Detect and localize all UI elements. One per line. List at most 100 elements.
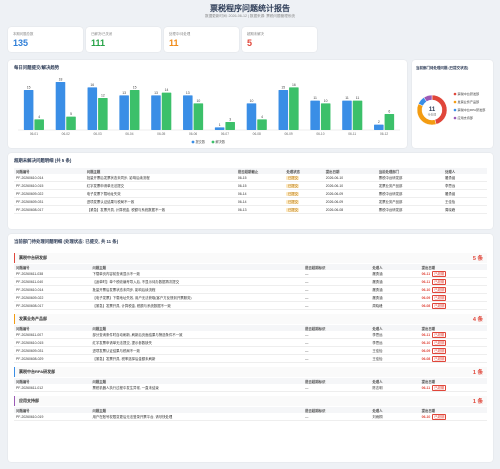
table-cell: PF-20260610-014 [14, 174, 85, 182]
overdue-tag: 已超期 [432, 385, 447, 391]
dept-count: 1 条 [472, 399, 483, 405]
cell-text: 06-14 [237, 191, 247, 196]
table-row: PF-20260611-012 票税机器人执行过程中发生异常, 一直未结束 — 陈志明… [14, 384, 487, 392]
header-row: 问题编号 问题主题 是否超期标识 处理人 提出日期 [14, 407, 487, 413]
table-wrap: 问题编号 问题主题 是否超期标识 处理人 提出日期 PF-20260611-038 下载单页… [14, 264, 487, 310]
table-cell: 【电子发票】下载地址失效, 用户无法获取(客户方反馈到开票服务) [90, 293, 304, 302]
bar [352, 100, 363, 130]
dept-name: 票税中台RPA研发部 [19, 369, 56, 374]
table-cell: — [303, 331, 371, 339]
cell-text: PF-20260611-040 [16, 279, 44, 284]
dept-table: 问题编号 问题主题 是否超期标识 处理人 提出日期 PF-20260611-012 票税机器… [14, 378, 487, 392]
header-row: 问题编号 问题主题 是否超期截止 处理状态 提出日期 当前处理部门 处理人 [14, 168, 487, 174]
table-cell: PF-20260608-029 [14, 354, 91, 363]
kpi-label: 已解决/已关闭 [91, 32, 113, 36]
cell-text: 发票业务产品部 [378, 184, 403, 188]
table-cell: 部分查询条件时自动刷新, 刷新后页面结果与筛选条件不一致 [90, 331, 304, 339]
column-header: 问题编号 [14, 168, 85, 174]
bar [257, 119, 267, 130]
cell-text: PF-20260610-014 [16, 287, 44, 292]
bar [320, 103, 331, 130]
cell-text: — [305, 414, 309, 419]
header-row: 问题编号 问题主题 是否超期标识 处理人 提出日期 [14, 325, 487, 331]
dept-name: 发票业务产品部 [19, 316, 47, 321]
legend-swatch [453, 108, 457, 112]
table-cell: 已提交 [284, 205, 324, 214]
table-wrap: 问题编号 问题主题 是否超期截止 处理状态 提出日期 当前处理部门 处理人 PF-202606… [14, 168, 487, 214]
table-row: PF-20260608-017 【紧急】发票开具, 计算税金, 税额与系统数据不一… [14, 301, 487, 310]
table-cell: 06-14 [235, 197, 285, 206]
cell-text: — [305, 356, 309, 361]
due-date: 06-10 [421, 341, 431, 345]
table-cell: 已提交 [284, 174, 324, 182]
table-cell: 进项发票认证结果与税局不一致 [90, 346, 304, 355]
table-row: PF-20260609-031 进项发票认证结果与税局不一致 06-14 已提交 202… [14, 197, 487, 206]
due-date: 06-09 [421, 349, 431, 353]
cell-text: 部分查询条件时自动刷新, 刷新后页面结果与筛选条件不一致 [92, 333, 183, 337]
cell-text: 【电子发票】下载地址失效, 用户无法获取(客户方反馈到开票服务) [92, 296, 192, 300]
value-label: 14 [165, 88, 169, 92]
value-label: 13 [186, 91, 190, 95]
table-cell: 李思远 [370, 338, 420, 347]
due-date: 06-09 [421, 296, 431, 300]
column-header: 是否超期标识 [303, 378, 371, 384]
table-cell: PF-20260609-031 [14, 346, 91, 355]
cell-text: 用户在账号权限变更后无法登录开票平台, 请尽快处理 [92, 415, 173, 419]
table-cell: — [303, 270, 371, 278]
report-subtitle: 数据更新时间: 2026-06-12 | 数据来源: 票税问题管理系统 [205, 14, 295, 18]
column-header: 当前处理部门 [376, 168, 443, 174]
table-cell: 票税中台研发部 [376, 189, 443, 198]
table-cell: 王佳怡 [442, 197, 487, 206]
column-header: 问题主题 [90, 264, 304, 270]
cell-text: 王佳怡 [444, 200, 456, 204]
table-row: PF-20260610-014 批量开票后发票状态未同步, 影响后续流程 — 屠勇涵 0… [14, 285, 487, 294]
cell-text: 06-14 [237, 199, 247, 204]
header-row: 问题编号 问题主题 是否超期标识 处理人 提出日期 [14, 378, 487, 384]
cell-text: PF-20260610-014 [16, 175, 44, 180]
cell-text: — [305, 287, 309, 292]
table-cell: — [303, 346, 371, 355]
value-label: 15 [27, 86, 31, 90]
column-header: 是否超期标识 [303, 325, 371, 331]
donut-segment [423, 94, 433, 102]
legend-label: 应用支持部 [458, 115, 473, 120]
cell-text: PF-20260611-012 [16, 385, 44, 390]
x-tick-label: 06-11 [348, 132, 356, 136]
cell-text: 进项发票认证结果与税局不一致 [92, 349, 140, 353]
value-label: 16 [292, 83, 296, 87]
table-cell: 06-08 已超期 [419, 354, 487, 363]
cell-text: — [305, 332, 309, 337]
table-cell: PF-20260609-022 [14, 189, 85, 198]
table-cell: PF-20260610-014 [14, 285, 91, 294]
table-cell: PF-20260610-015 [14, 181, 85, 190]
table-cell: PF-20260608-017 [14, 205, 85, 214]
value-label: 12 [101, 94, 105, 98]
due-date: 06-11 [421, 272, 431, 276]
cell-text: 陈志明 [372, 386, 383, 390]
column-header: 提出日期 [419, 378, 487, 384]
section-title: 超期未解决问题明细 (共 5 条) [14, 158, 72, 163]
table-cell: — [303, 338, 371, 347]
bar [278, 90, 289, 130]
table-cell: 屠勇涵 [370, 277, 420, 286]
kpi-card: 超期未解决 5 [242, 27, 317, 52]
value-label: 11 [356, 96, 360, 100]
table-cell: PF-20260610-019 [14, 413, 91, 421]
table-row: PF-20260611-038 下载单页内容前查询显示不一致 — 屠勇涵 06-11 已超… [14, 270, 487, 278]
trend-panel: 每日问题提交/解决趋势 15 4 06-01 18 5 06-02 16 12 06-03 13 15… [8, 60, 407, 148]
cell-text: PF-20260611-038 [16, 271, 44, 276]
cell-text: 06-15 [237, 175, 247, 180]
bar [129, 90, 140, 130]
table-cell: 06-11 已超期 [419, 384, 487, 392]
table-cell: 下载单页内容前查询显示不一致 [90, 270, 304, 278]
table-cell: 06-10 已超期 [419, 285, 487, 294]
column-header: 处理人 [370, 264, 420, 270]
table-row: PF-20260611-007 部分查询条件时自动刷新, 刷新后页面结果与筛选条件… [14, 331, 487, 339]
bar [193, 103, 204, 130]
column-header: 问题编号 [14, 325, 91, 331]
bar [151, 95, 161, 130]
cell-text: 06-15 [237, 183, 247, 188]
dept-table: 问题编号 问题主题 是否超期标识 处理人 提出日期 PF-20260611-007 部分查询… [14, 325, 487, 363]
legend-swatch [453, 100, 457, 104]
dept-table: 问题编号 问题主题 是否超期标识 处理人 提出日期 PF-20260610-019 用户在账… [14, 407, 487, 421]
